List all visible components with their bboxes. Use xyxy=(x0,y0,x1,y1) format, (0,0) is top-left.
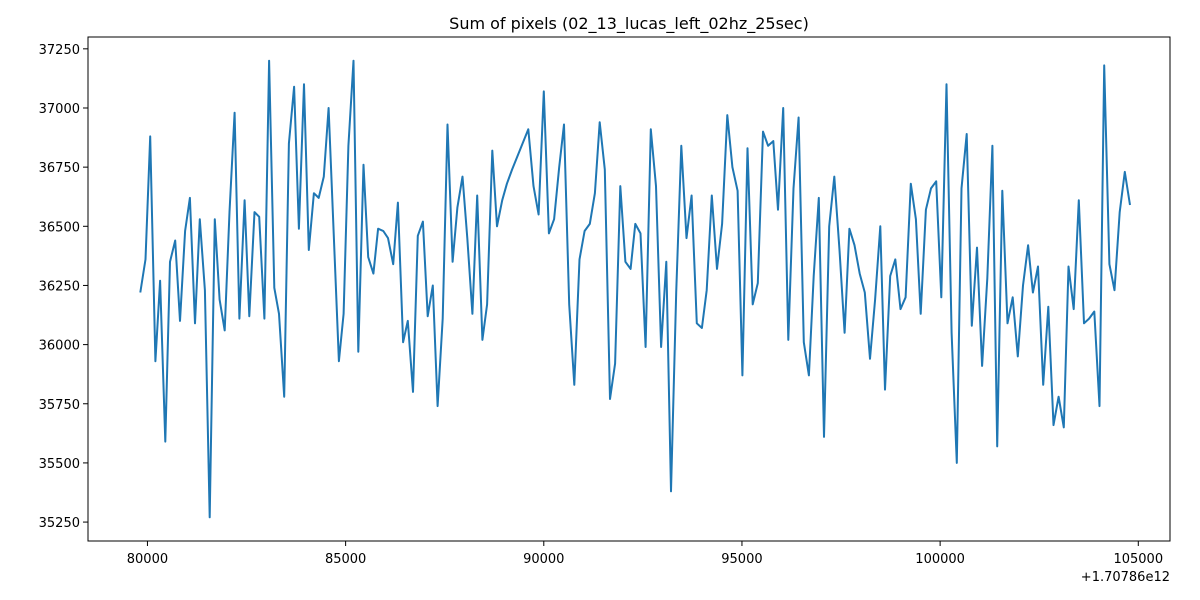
y-tick-label: 37000 xyxy=(39,102,80,117)
axes-frame xyxy=(87,36,1171,542)
series-line-0 xyxy=(139,59,1131,519)
x-offset-label: +1.70786e12 xyxy=(1081,570,1170,585)
y-tick-label: 36500 xyxy=(39,220,80,235)
y-tick-label: 36750 xyxy=(39,161,80,176)
y-tick-label: 36000 xyxy=(39,339,80,354)
y-tick-label: 35250 xyxy=(39,516,80,531)
y-tick-label: 37250 xyxy=(39,43,80,58)
plot-area: 80000 85000 90000 95000 100000 105000 35250 355… xyxy=(39,36,1171,567)
x-tick-label: 105000 xyxy=(1113,552,1163,567)
x-tick-label: 85000 xyxy=(325,552,366,567)
x-tick-label: 90000 xyxy=(523,552,564,567)
x-tick-label: 100000 xyxy=(915,552,965,567)
y-tick-label: 35750 xyxy=(39,398,80,413)
y-tick-label: 36250 xyxy=(39,279,80,294)
y-tick-label: 35500 xyxy=(39,457,80,472)
chart-title: Sum of pixels (02_13_lucas_left_02hz_25s… xyxy=(449,14,809,34)
x-tick-label: 95000 xyxy=(721,552,762,567)
x-tick-label: 80000 xyxy=(127,552,168,567)
